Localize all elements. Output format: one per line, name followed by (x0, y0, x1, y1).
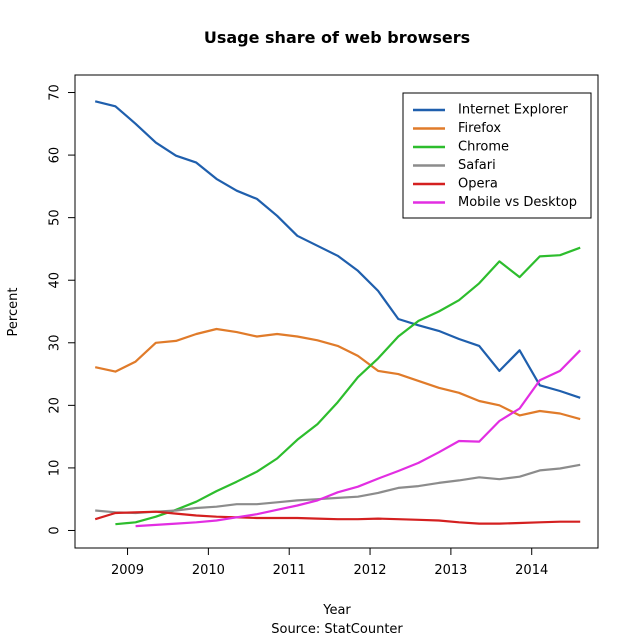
legend-label: Chrome (458, 140, 509, 155)
legend-box (402, 92, 592, 219)
chart-title: Usage share of web browsers (204, 28, 470, 47)
legend-label: Internet Explorer (458, 103, 569, 118)
x-tick-label: 2013 (434, 563, 467, 578)
y-tick-label: 40 (48, 272, 63, 289)
x-tick-label: 2009 (111, 563, 144, 578)
x-axis-label: Year (322, 603, 351, 618)
series-line (135, 349, 581, 528)
y-tick-label: 30 (48, 335, 63, 352)
legend-label: Opera (458, 177, 498, 192)
series-line (94, 510, 581, 525)
x-tick-label: 2010 (192, 563, 225, 578)
x-tick-label: 2011 (273, 563, 306, 578)
y-axis-label: Percent (6, 288, 21, 337)
y-tick-label: 50 (48, 209, 63, 226)
y-tick-label: 70 (48, 84, 63, 101)
legend-label: Firefox (458, 121, 501, 136)
y-tick-label: 20 (48, 397, 63, 414)
series-line (115, 246, 581, 526)
y-tick-label: 0 (48, 526, 63, 534)
series-line (94, 100, 581, 399)
x-tick-label: 2012 (353, 563, 386, 578)
series-line (94, 327, 581, 421)
caption: Source: StatCounter (271, 622, 403, 637)
y-tick-label: 60 (48, 147, 63, 164)
series-line (95, 463, 581, 515)
y-tick-label: 10 (48, 460, 63, 477)
legend-label: Mobile vs Desktop (458, 195, 577, 210)
legend-label: Safari (458, 158, 496, 173)
x-tick-label: 2014 (515, 563, 548, 578)
